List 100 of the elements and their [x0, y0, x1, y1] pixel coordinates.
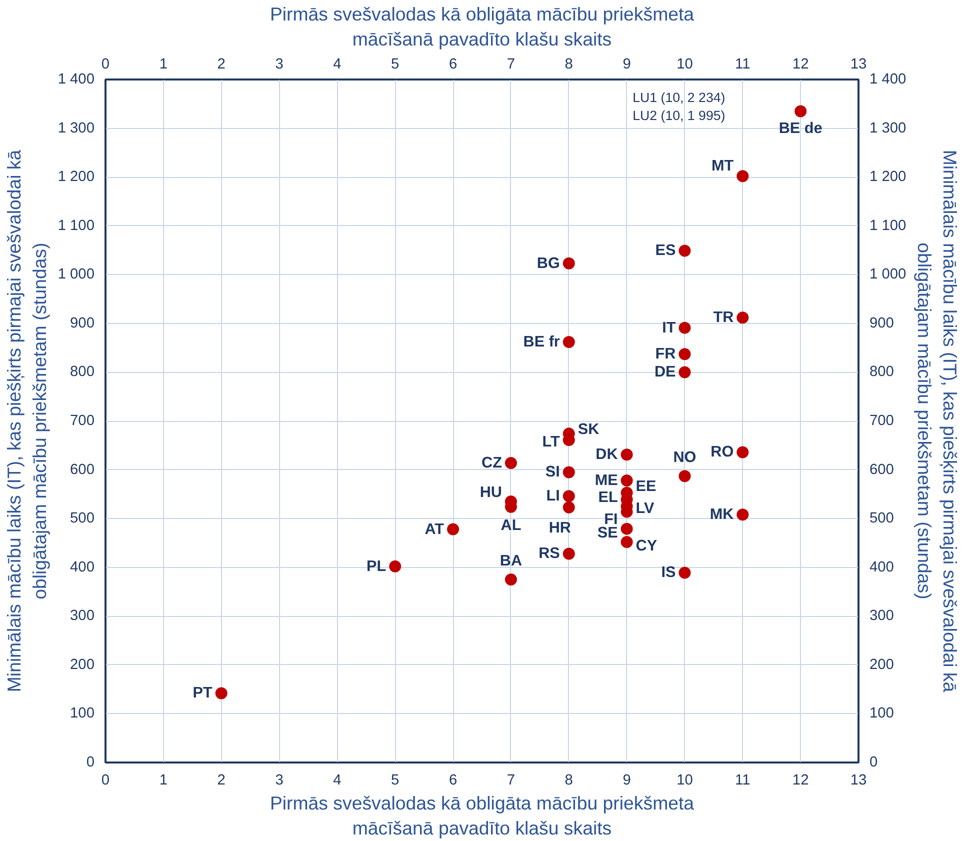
x-axis-title: Pirmās svešvalodas kā obligāta mācību priekšmeta mācīšanā pavadīto klašu skaits — [270, 792, 695, 839]
y2-tick-label: 1 300 — [870, 120, 906, 136]
annotation: HU — [480, 484, 502, 501]
x-tick-label: 13 — [850, 56, 867, 72]
annotation: DE — [654, 364, 676, 381]
annotation: EE — [636, 478, 656, 496]
annotation: HR — [548, 519, 571, 536]
point — [620, 474, 633, 487]
x2-tick-label: 0 — [101, 772, 110, 788]
point — [562, 501, 575, 514]
x2-tick-label: 5 — [391, 772, 400, 788]
y-tick-label: 800 — [70, 364, 95, 380]
x-tick-label: 9 — [622, 56, 631, 72]
x-tick-label: 10 — [676, 56, 693, 72]
x-tick-label: 4 — [333, 56, 342, 72]
y-axis-title: Minimālais mācību laiks (IT), kas piešķirts pirmajai svešvalodai kā obligātajam mācību priekšmetam (stundas) — [4, 149, 50, 692]
annotation: PL — [366, 558, 386, 575]
annotation: IS — [661, 564, 676, 582]
x-tick-label: 5 — [391, 56, 400, 72]
y-tick-label: 1 400 — [58, 72, 95, 88]
annotation: SK — [578, 421, 600, 438]
point — [736, 312, 749, 324]
annotation: PT — [192, 684, 213, 702]
x-tick-label: 11 — [735, 56, 750, 72]
point — [678, 366, 691, 378]
x2-tick-label: 2 — [217, 772, 226, 788]
annotation: MK — [710, 506, 734, 524]
y-tick-label: 700 — [70, 413, 95, 429]
annotation: EL — [598, 489, 618, 506]
annotation: DK — [596, 446, 618, 464]
annotation: LV — [636, 500, 656, 517]
point — [620, 448, 633, 461]
y-tick-label: 600 — [70, 462, 95, 478]
y2-tick-label: 100 — [870, 706, 894, 722]
annotation: SI — [545, 464, 560, 481]
y-tick-label: 400 — [70, 559, 95, 576]
y2-tick-label: 1 400 — [870, 72, 906, 88]
annotation: BE de — [778, 120, 822, 138]
annotation: ME — [594, 472, 618, 490]
x2-axis-title: Pirmās svešvalodas kā obligāta mācību priekšmeta mācīšanā pavadīto klašu skaits — [270, 3, 695, 50]
y-tick-label: 300 — [70, 608, 95, 624]
point — [736, 446, 749, 458]
annotation: BA — [500, 552, 522, 570]
point — [562, 466, 575, 478]
x2-tick-label: 3 — [275, 772, 284, 788]
point — [562, 490, 575, 502]
annotation: AT — [424, 520, 445, 538]
annotation: FR — [655, 346, 676, 363]
point — [678, 470, 691, 482]
y-tick-label: 1 300 — [58, 120, 95, 136]
x2-tick-label: 6 — [448, 772, 458, 788]
x-tick-label: 2 — [217, 56, 226, 72]
x-tick-label: 6 — [448, 56, 458, 72]
y-tick-label: 200 — [70, 656, 95, 673]
y2-tick-label: 200 — [870, 656, 894, 673]
point — [678, 322, 691, 334]
point — [678, 244, 691, 257]
annotation: RO — [710, 444, 734, 461]
y2-tick-label: 900 — [870, 315, 894, 332]
y-tick-label: 100 — [70, 706, 95, 722]
point — [504, 574, 517, 586]
x-tick-label: 0 — [101, 56, 110, 72]
point — [736, 170, 749, 182]
annotation: IT — [662, 319, 676, 336]
annotation: LT — [542, 434, 561, 451]
annotation: AL — [500, 516, 522, 534]
annotation: TR — [713, 309, 734, 326]
point — [620, 536, 633, 548]
y2-tick-label: 800 — [870, 364, 894, 380]
y-tick-label: 1 000 — [58, 266, 95, 283]
x2-tick-label: 13 — [850, 772, 867, 788]
point — [678, 348, 691, 360]
y2-tick-label: 500 — [870, 510, 894, 527]
x-tick-label: 12 — [792, 56, 809, 72]
y2-tick-label: 1 000 — [870, 266, 906, 283]
annotation: BG — [536, 254, 560, 272]
y-tick-label: 0 — [86, 754, 95, 770]
point — [736, 508, 749, 521]
y2-tick-label: 600 — [870, 462, 894, 478]
annotation: CY — [636, 537, 658, 554]
x-tick-label: 3 — [275, 56, 284, 72]
y-tick-label: 500 — [70, 510, 95, 527]
point — [215, 687, 228, 700]
annotation: LU2 (10, 1 995) — [632, 108, 726, 123]
annotation: CZ — [482, 454, 502, 472]
y2-axis-title: Minimālais mācību laiks (IT), kas piešķirts pirmajai svešvalodai kā obligātajam mācību priekšmetam (stundas) — [914, 150, 960, 693]
y-tick-label: 900 — [70, 315, 95, 332]
point — [447, 523, 460, 536]
y-tick-label: 1 200 — [58, 169, 95, 186]
x2-tick-label: 11 — [735, 772, 750, 788]
annotation: NO — [673, 449, 696, 466]
y2-tick-label: 400 — [870, 559, 894, 576]
x2-tick-label: 4 — [333, 772, 342, 788]
annotation: ES — [655, 242, 676, 260]
x-tick-label: 7 — [506, 56, 516, 72]
point — [389, 560, 402, 572]
annotation: RS — [538, 545, 560, 562]
point — [562, 548, 575, 560]
y2-tick-label: 0 — [870, 754, 878, 770]
x2-tick-label: 9 — [622, 772, 631, 788]
